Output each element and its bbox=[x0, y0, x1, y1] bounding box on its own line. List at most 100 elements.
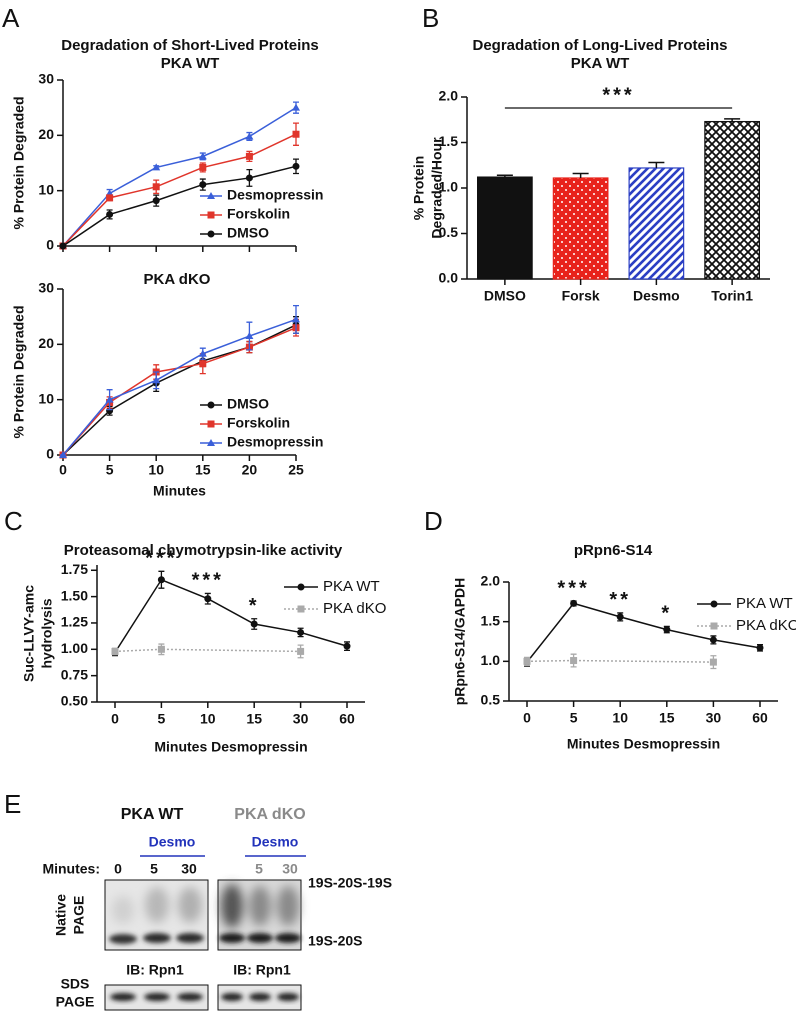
point bbox=[152, 183, 160, 191]
panel-label: E bbox=[4, 789, 21, 819]
error-bar bbox=[496, 174, 513, 178]
point bbox=[709, 658, 717, 666]
band bbox=[219, 933, 301, 943]
x-tick-label: 0 bbox=[59, 462, 67, 478]
point bbox=[343, 642, 351, 650]
x-axis-label: Minutes bbox=[153, 483, 206, 499]
y-tick-label: 30 bbox=[38, 280, 54, 296]
point bbox=[709, 636, 717, 644]
point bbox=[59, 242, 67, 250]
y-tick-label: 1.50 bbox=[61, 587, 88, 603]
chart-title: Degradation of Short-Lived Proteins bbox=[61, 37, 319, 54]
x-tick-label: 10 bbox=[200, 711, 216, 727]
bar bbox=[628, 167, 685, 280]
group-title: PKA dKO bbox=[234, 806, 305, 823]
chart-title: PKA dKO bbox=[144, 271, 211, 288]
significance-label: *** bbox=[145, 548, 177, 570]
point bbox=[106, 194, 114, 202]
smear bbox=[112, 887, 202, 924]
x-axis-label: Minutes Desmopressin bbox=[154, 739, 307, 755]
point bbox=[199, 163, 207, 171]
panel-label: A bbox=[2, 3, 20, 33]
point bbox=[157, 576, 165, 584]
point bbox=[616, 613, 624, 621]
group-title: PKA WT bbox=[121, 806, 184, 823]
significance-label: *** bbox=[557, 577, 589, 599]
legend-label: Forskolin bbox=[227, 206, 290, 222]
y-axis-label: Suc-LLVY-amc bbox=[21, 585, 37, 682]
error-bar bbox=[648, 161, 665, 168]
y-tick-label: 0.5 bbox=[481, 692, 501, 708]
band-label: 19S-20S-19S bbox=[308, 875, 392, 891]
point bbox=[570, 657, 578, 665]
x-tick-label: 25 bbox=[288, 462, 304, 478]
x-tick-label: 0 bbox=[523, 710, 531, 726]
panel-e: E PKA WT PKA dKO Desmo Desmo Minutes: 0 … bbox=[4, 789, 392, 1011]
gel-label: SDS bbox=[61, 976, 90, 992]
x-tick-label: Desmo bbox=[633, 288, 680, 304]
y-tick-label: 2.0 bbox=[481, 573, 501, 589]
point bbox=[245, 132, 254, 140]
y-tick-label: 0.5 bbox=[439, 224, 459, 240]
x-tick-label: 10 bbox=[612, 710, 628, 726]
line bbox=[114, 578, 348, 653]
y-axis-label: Degraded/Hour bbox=[429, 137, 445, 239]
point bbox=[297, 647, 305, 655]
point bbox=[199, 360, 207, 368]
band-label: 19S-20S bbox=[308, 933, 362, 949]
significance-label: *** bbox=[192, 570, 224, 592]
legend-label: PKA dKO bbox=[323, 600, 386, 617]
point bbox=[297, 628, 305, 636]
y-tick-label: 10 bbox=[38, 390, 54, 406]
point bbox=[250, 620, 258, 628]
point bbox=[292, 130, 300, 138]
point bbox=[106, 210, 114, 218]
y-tick-label: 1.75 bbox=[61, 561, 88, 577]
lane-label: 5 bbox=[150, 861, 158, 877]
legend-marker bbox=[207, 192, 215, 199]
point bbox=[245, 152, 253, 160]
legend-label: PKA WT bbox=[323, 578, 380, 595]
y-axis-label: hydrolysis bbox=[39, 598, 55, 668]
gel-label: Native bbox=[53, 894, 69, 936]
legend-marker bbox=[207, 211, 215, 219]
lane-label: 30 bbox=[282, 861, 298, 877]
x-tick-label: Forsk bbox=[562, 288, 600, 304]
legend-label: Desmopressin bbox=[227, 434, 323, 450]
point bbox=[245, 174, 253, 182]
y-tick-label: 1.25 bbox=[61, 614, 88, 630]
line bbox=[526, 602, 761, 663]
y-tick-label: 0 bbox=[46, 237, 54, 253]
y-tick-label: 0.0 bbox=[439, 270, 459, 286]
y-axis-label: % Protein Degraded bbox=[11, 96, 27, 229]
panel-label: B bbox=[422, 3, 439, 33]
point bbox=[245, 332, 254, 340]
point bbox=[756, 644, 764, 652]
x-tick-label: 5 bbox=[106, 462, 114, 478]
x-tick-label: DMSO bbox=[484, 288, 526, 304]
x-tick-label: 30 bbox=[706, 710, 722, 726]
line bbox=[62, 133, 297, 247]
panel-label: C bbox=[4, 506, 23, 536]
antibody-label: IB: Rpn1 bbox=[126, 962, 184, 978]
error-bar bbox=[572, 172, 589, 178]
y-axis-label: pRpn6-S14/GAPDH bbox=[452, 578, 468, 706]
panel-label: D bbox=[424, 506, 443, 536]
x-tick-label: Torin1 bbox=[711, 288, 753, 304]
y-tick-label: 0 bbox=[46, 446, 54, 462]
point bbox=[59, 451, 67, 458]
significance-label: ** bbox=[609, 589, 631, 611]
x-tick-label: 0 bbox=[111, 711, 119, 727]
x-tick-label: 30 bbox=[293, 711, 309, 727]
gel-label: PAGE bbox=[56, 994, 95, 1010]
legend-label: PKA dKO bbox=[736, 617, 796, 634]
x-axis-label: Minutes Desmopressin bbox=[567, 736, 720, 752]
legend-label: Forskolin bbox=[227, 415, 290, 431]
significance-label: *** bbox=[602, 84, 634, 106]
point bbox=[292, 162, 300, 170]
legend-label: PKA WT bbox=[736, 595, 793, 612]
y-tick-label: 20 bbox=[38, 126, 54, 142]
x-tick-label: 20 bbox=[242, 462, 258, 478]
significance-label: * bbox=[661, 603, 672, 625]
chart-title: pRpn6-S14 bbox=[574, 542, 653, 559]
